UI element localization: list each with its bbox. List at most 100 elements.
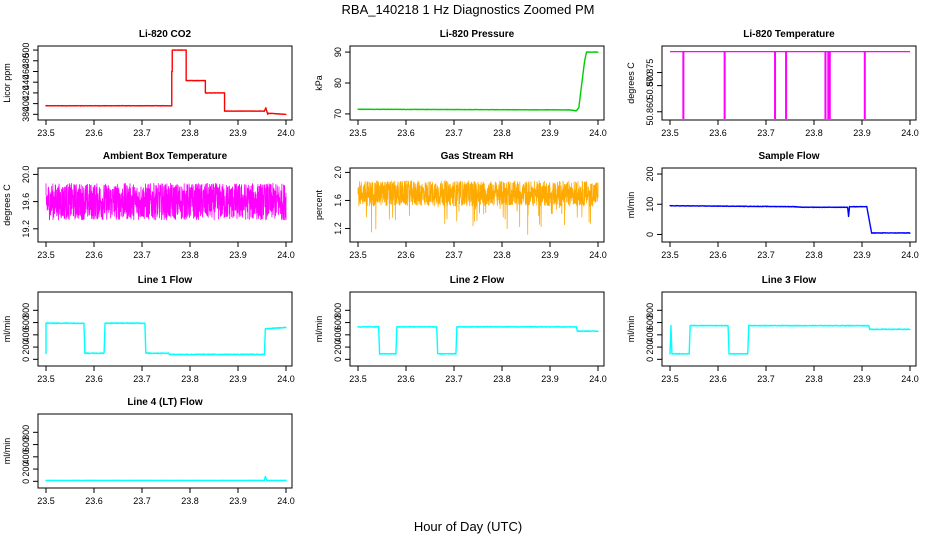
panel-y-label: ml/min xyxy=(314,316,324,343)
x-tick-label: 23.7 xyxy=(445,374,463,384)
y-tick-label: 800 xyxy=(645,303,655,318)
x-tick-label: 23.7 xyxy=(133,128,151,138)
x-tick-label: 23.9 xyxy=(229,496,247,506)
x-tick-label: 23.8 xyxy=(493,128,511,138)
x-tick-label: 23.6 xyxy=(397,250,415,260)
y-tick-label: 440 xyxy=(21,75,31,90)
y-tick-label: 70 xyxy=(333,109,343,119)
x-tick-label: 23.8 xyxy=(181,250,199,260)
panel-7: Line 1 Flow ml/min 23.5 23.6 23.7 23.8 23.9 24.… xyxy=(2,275,295,384)
y-tick-label: 80 xyxy=(333,78,343,88)
x-tick-label: 23.5 xyxy=(37,128,55,138)
panel-title: Li-820 Temperature xyxy=(743,29,835,40)
x-tick-label: 23.6 xyxy=(709,374,727,384)
y-tick-label: 100 xyxy=(645,197,655,212)
panel-y-label: degrees C xyxy=(2,184,12,226)
x-tick-label: 24.0 xyxy=(901,250,919,260)
series-line xyxy=(45,322,287,356)
x-tick-label: 23.5 xyxy=(349,374,367,384)
x-tick-label: 23.7 xyxy=(757,128,775,138)
y-tick-label: 500 xyxy=(21,43,31,58)
panel-title: Sample Flow xyxy=(758,151,819,162)
y-tick-label: 1.6 xyxy=(333,194,343,207)
panel-y-label: ml/min xyxy=(2,316,12,343)
panels: Li-820 CO2 Licor ppm 23.5 23.6 23.7 23.8 23.9 2… xyxy=(2,29,919,506)
y-tick-label: 420 xyxy=(21,85,31,100)
x-tick-label: 23.8 xyxy=(805,128,823,138)
x-tick-label: 23.9 xyxy=(541,374,559,384)
y-tick-label: 400 xyxy=(21,96,31,111)
x-tick-label: 23.6 xyxy=(397,128,415,138)
panel-y-label: percent xyxy=(314,189,324,220)
x-tick-label: 23.6 xyxy=(85,496,103,506)
y-tick-label: 200 xyxy=(21,340,31,355)
y-tick-label: 0 xyxy=(21,479,31,484)
panel-box xyxy=(349,167,605,243)
panel-title: Line 3 Flow xyxy=(762,275,817,286)
x-tick-label: 23.7 xyxy=(133,496,151,506)
x-tick-label: 23.8 xyxy=(493,374,511,384)
y-tick-label: 50.860 xyxy=(645,98,655,126)
y-tick-label: 800 xyxy=(333,303,343,318)
x-tick-label: 23.6 xyxy=(397,374,415,384)
series-line xyxy=(669,324,911,355)
x-tick-label: 23.6 xyxy=(85,128,103,138)
figure-x-label: Hour of Day (UTC) xyxy=(414,519,522,534)
panel-y-label: ml/min xyxy=(2,438,12,465)
panel-5: Gas Stream RH percent 23.5 23.6 23.7 23.8 23.9… xyxy=(314,151,607,260)
y-tick-label: 200 xyxy=(21,462,31,477)
x-tick-label: 23.7 xyxy=(133,250,151,260)
y-tick-label: 0 xyxy=(645,357,655,362)
x-tick-label: 23.6 xyxy=(709,250,727,260)
y-tick-label: 600 xyxy=(333,315,343,330)
y-tick-label: 800 xyxy=(21,425,31,440)
panel-2: Li-820 Pressure kPa 23.5 23.6 23.7 23.8 23.9 24… xyxy=(314,29,607,138)
y-tick-label: 90 xyxy=(333,47,343,57)
panel-box xyxy=(661,291,917,367)
x-tick-label: 23.5 xyxy=(37,250,55,260)
x-tick-label: 23.8 xyxy=(181,374,199,384)
series-line xyxy=(357,180,599,235)
x-tick-label: 24.0 xyxy=(277,374,295,384)
x-tick-label: 23.9 xyxy=(853,128,871,138)
panel-10: Line 4 (LT) Flow ml/min 23.5 23.6 23.7 23.8 23… xyxy=(2,397,295,506)
panel-8: Line 2 Flow ml/min 23.5 23.6 23.7 23.8 23.9 24.… xyxy=(314,275,607,384)
y-tick-label: 19.6 xyxy=(21,193,31,211)
y-tick-label: 800 xyxy=(21,303,31,318)
x-tick-label: 23.5 xyxy=(661,128,679,138)
x-tick-label: 23.5 xyxy=(37,374,55,384)
series-line xyxy=(670,51,910,119)
panel-title: Line 4 (LT) Flow xyxy=(127,397,203,408)
x-tick-label: 23.8 xyxy=(493,250,511,260)
panel-y-label: ml/min xyxy=(626,316,636,343)
panel-1: Li-820 CO2 Licor ppm 23.5 23.6 23.7 23.8 23.9 2… xyxy=(2,29,295,138)
x-tick-label: 24.0 xyxy=(589,128,607,138)
y-tick-label: 50.875 xyxy=(645,59,655,87)
x-tick-label: 23.6 xyxy=(85,374,103,384)
y-tick-label: 400 xyxy=(645,327,655,342)
x-tick-label: 23.7 xyxy=(445,250,463,260)
x-tick-label: 23.5 xyxy=(661,250,679,260)
panel-title: Li-820 CO2 xyxy=(139,29,192,40)
x-tick-label: 23.9 xyxy=(853,374,871,384)
panel-box xyxy=(661,45,917,121)
x-tick-label: 23.5 xyxy=(37,496,55,506)
x-tick-label: 24.0 xyxy=(901,374,919,384)
series-line xyxy=(45,475,287,482)
series-line xyxy=(669,204,911,234)
y-tick-label: 460 xyxy=(21,64,31,79)
panel-title: Line 1 Flow xyxy=(138,275,193,286)
x-tick-label: 23.5 xyxy=(349,250,367,260)
y-tick-label: 600 xyxy=(21,315,31,330)
y-tick-label: 0 xyxy=(333,357,343,362)
x-tick-label: 23.8 xyxy=(805,250,823,260)
x-tick-label: 23.7 xyxy=(757,250,775,260)
panel-y-label: ml/min xyxy=(626,192,636,219)
y-tick-label: 19.2 xyxy=(21,220,31,238)
x-tick-label: 23.5 xyxy=(349,128,367,138)
panel-4: Ambient Box Temperature degrees C 23.5 23.6… xyxy=(2,151,295,260)
x-tick-label: 24.0 xyxy=(277,128,295,138)
figure-title: RBA_140218 1 Hz Diagnostics Zoomed PM xyxy=(342,2,595,17)
y-tick-label: 200 xyxy=(333,340,343,355)
y-tick-label: 400 xyxy=(333,327,343,342)
